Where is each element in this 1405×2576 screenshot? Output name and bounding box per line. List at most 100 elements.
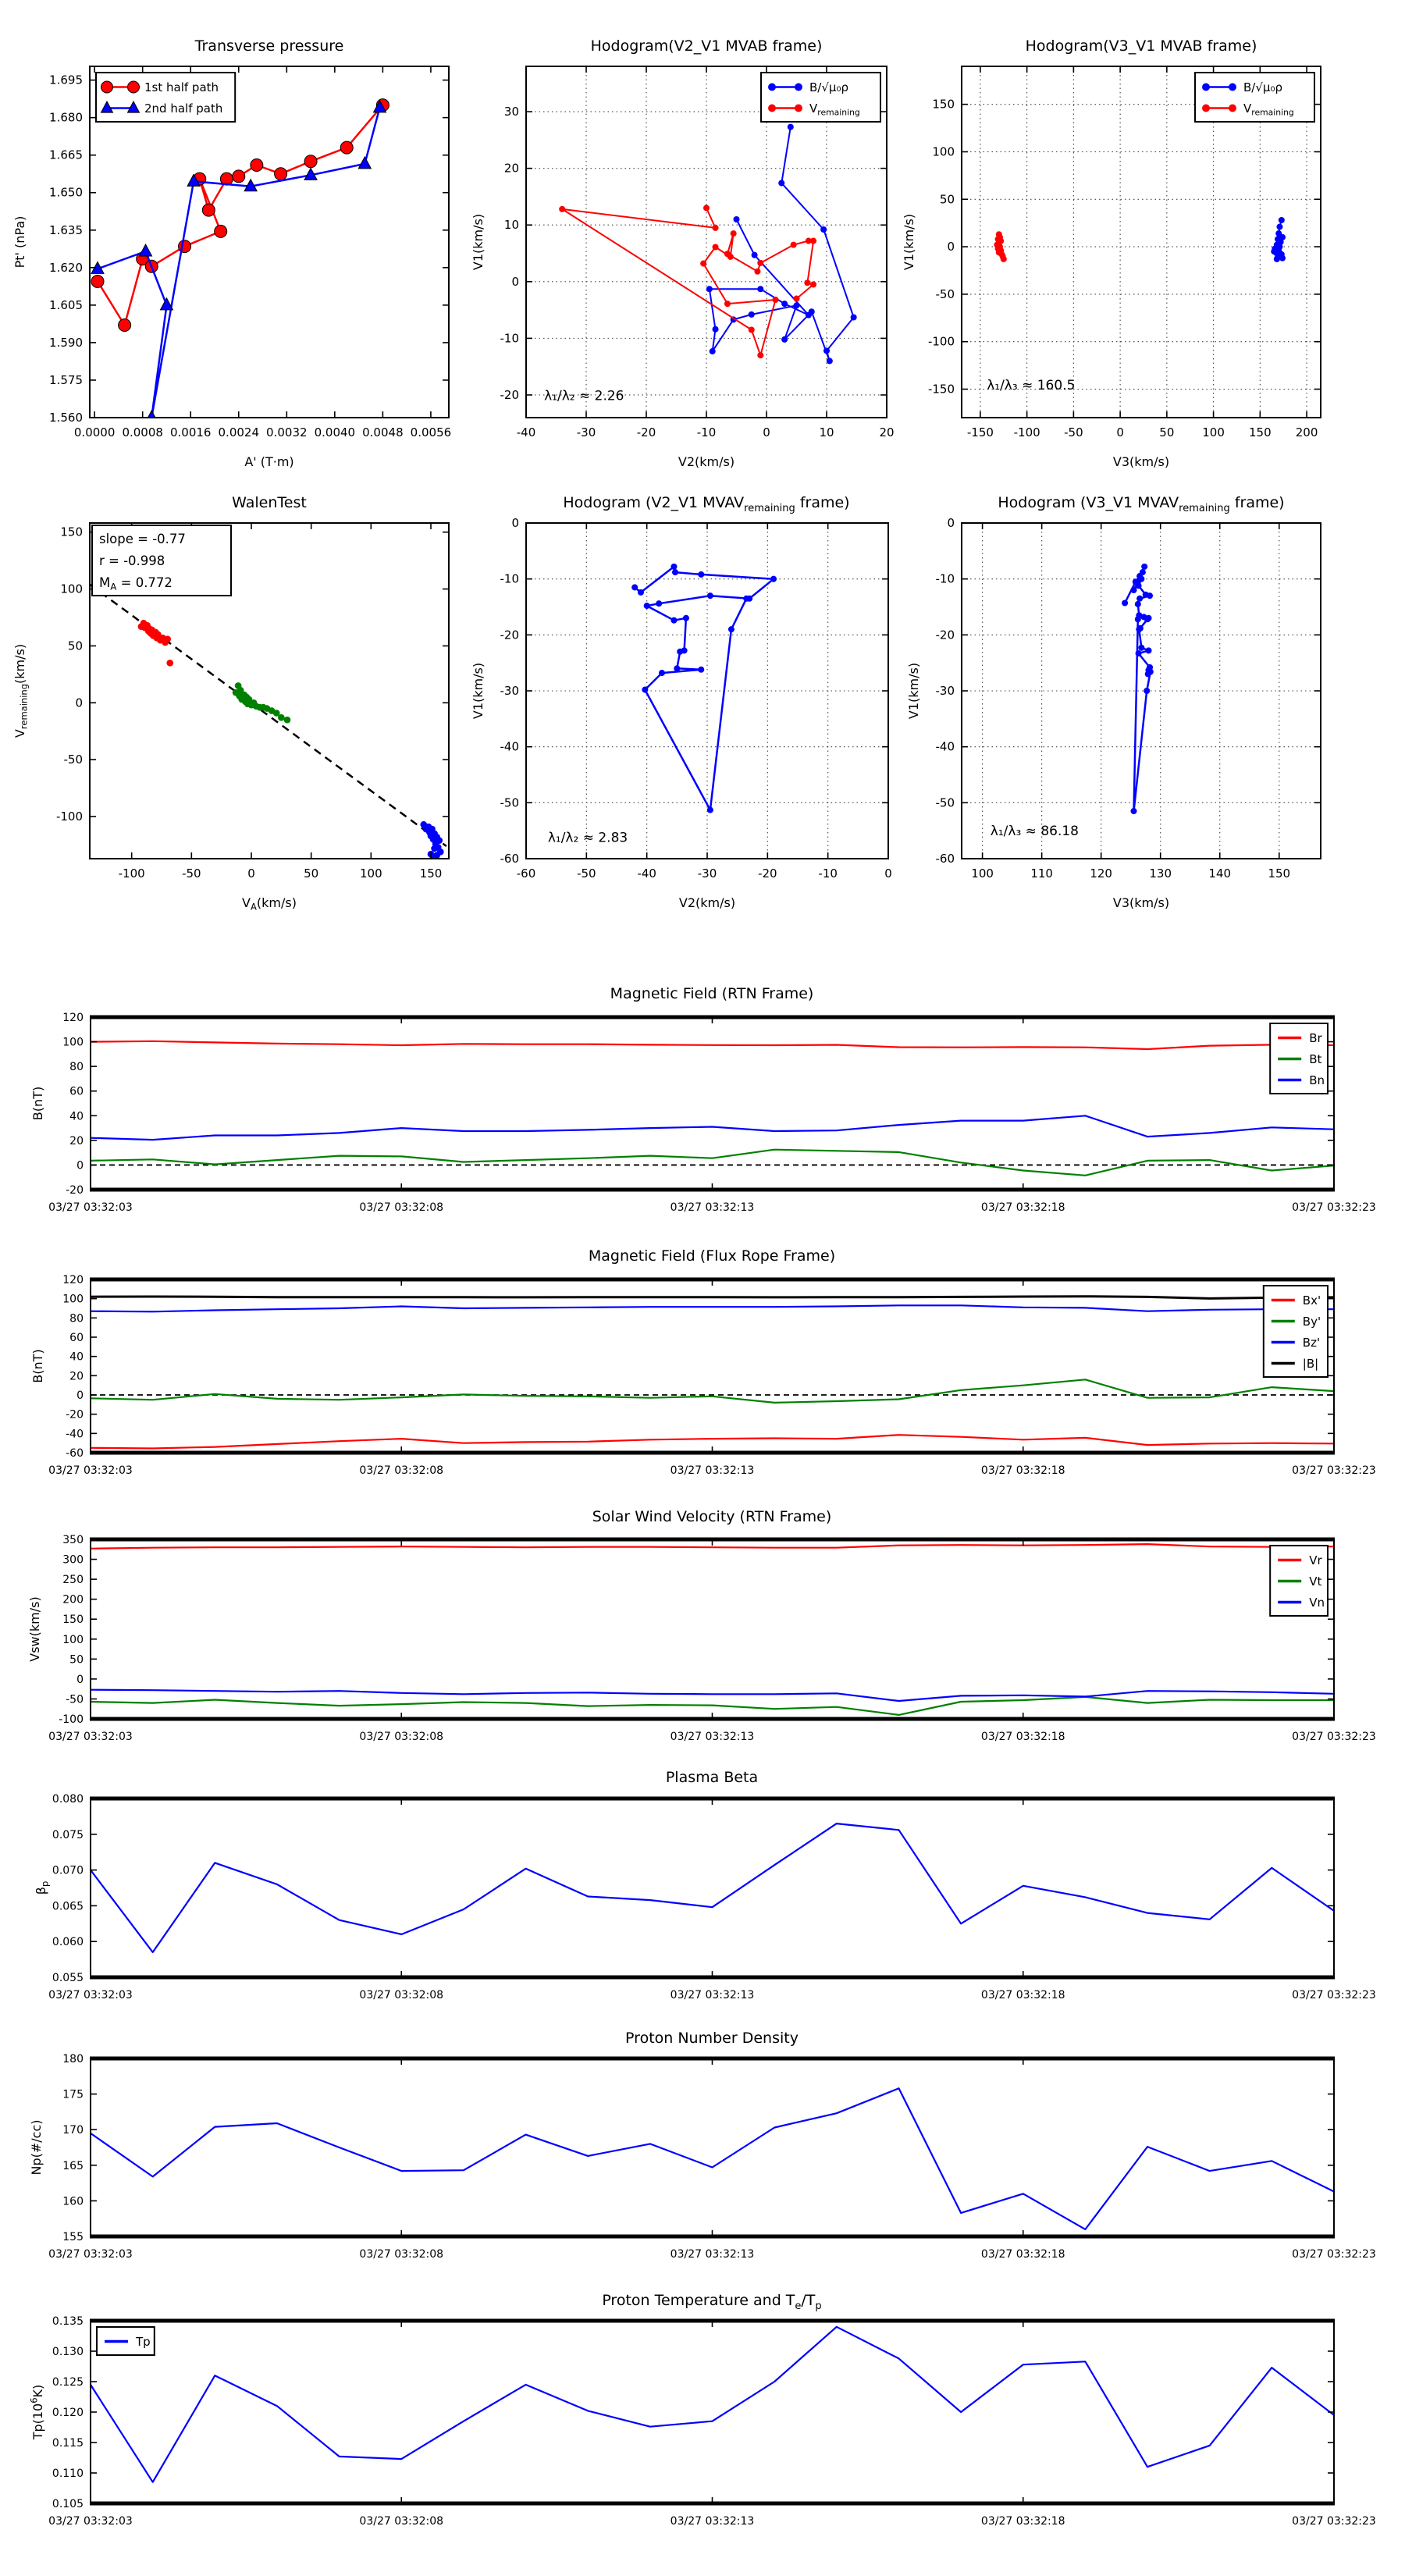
x-tick-label: 0.0008 (122, 425, 163, 439)
marker-dot (702, 205, 710, 212)
marker-dot (1145, 647, 1152, 654)
y-axis-label: V1(km/s) (902, 214, 916, 270)
x-tick-label: 0.0016 (170, 425, 212, 439)
y-tick-label: 350 (62, 1534, 84, 1546)
y-tick-label: -40 (66, 1428, 84, 1440)
y-tick-label: 120 (62, 1012, 84, 1024)
marker-dot (823, 347, 831, 354)
marker-dot (709, 348, 716, 355)
marker-circle (304, 155, 318, 169)
marker-dot (793, 295, 800, 302)
marker-dot (631, 584, 638, 591)
x-tick-label: 03/27 03:32:23 (1292, 1201, 1376, 1214)
y-axis-label: Pt' (nPa) (12, 216, 27, 269)
y-tick-label: 50 (69, 1653, 84, 1666)
marker-dot (682, 614, 689, 621)
marker-dot (272, 710, 280, 717)
y-tick-label: 80 (69, 1061, 84, 1073)
ticks: 0.0000 0.0008 0.0016 0.0024 0.0032 0.0040 0.00… (49, 66, 451, 439)
y-tick-label: 170 (62, 2124, 84, 2137)
marker-dot (1136, 595, 1144, 602)
marker-dot (826, 358, 833, 365)
axes-frame (89, 522, 450, 859)
y-tick-label: -10 (500, 572, 520, 586)
marker-dot (658, 670, 666, 677)
marker-dot (671, 569, 679, 576)
marker-dot (155, 631, 162, 639)
x-tick-label: 03/27 03:32:03 (48, 1201, 133, 1214)
panel-hodogram-v2v1-mvav: -60 -50 -40 -30 -20 -10 0 -60 -50 -40 -30 -20 -10 0 V2… (471, 516, 892, 910)
marker-dot (674, 665, 681, 672)
stats-line: r = -0.998 (99, 553, 165, 568)
y-tick-label: -20 (500, 388, 520, 402)
y-tick-label: -30 (936, 684, 955, 698)
legend: B/√μ₀ρ Vremaining (760, 72, 881, 123)
marker-dot (724, 251, 731, 258)
legend: Bx' By' Bz' |B| (1262, 1285, 1329, 1378)
y-tick-label: 0.105 (52, 2498, 84, 2510)
legend-label: 2nd half path (144, 101, 222, 116)
marker-dot (698, 571, 705, 578)
marker-dot (772, 297, 779, 304)
marker-dot (1141, 563, 1148, 570)
legend-label: Vremaining (1243, 101, 1294, 117)
x-axis-label: VA(km/s) (242, 895, 297, 913)
y-tick-label: 0.135 (52, 2315, 84, 2328)
x-tick-label: 20 (879, 425, 894, 439)
ticks: 100 110 120 130 140 150 -60 -50 -40 -30 -20 -10 0 (936, 516, 1321, 881)
axes-frame (89, 66, 450, 418)
x-tick-label: -40 (637, 866, 656, 881)
marker-dot (781, 336, 788, 343)
y-tick-label: -150 (928, 382, 955, 397)
marker-circle (101, 80, 113, 94)
x-tick-label: 0.0056 (411, 425, 452, 439)
y-tick-label: 10 (504, 218, 519, 232)
marker-dot (733, 215, 740, 222)
marker-dot (757, 259, 764, 266)
axes-frame (90, 1798, 1335, 1978)
y-tick-label: 150 (60, 525, 83, 539)
y-tick-label: 0.130 (52, 2346, 84, 2358)
x-tick-label: 0.0032 (266, 425, 308, 439)
grid (525, 522, 889, 859)
marker-dot (670, 617, 678, 624)
marker-dot (768, 104, 776, 112)
marker-dot (245, 696, 253, 703)
marker-dot (559, 205, 566, 212)
x-tick-label: -50 (577, 866, 596, 881)
y-tick-label: 0.065 (52, 1900, 84, 1912)
marker-dot (804, 279, 811, 286)
y-axis-label: B(nT) (30, 1087, 45, 1120)
x-axis-label: V3(km/s) (1113, 454, 1169, 469)
marker-dot (1130, 586, 1137, 594)
y-tick-label: 40 (69, 1110, 84, 1123)
y-tick-label: 1.650 (49, 186, 83, 200)
panel-title-hodogram-v3v1-mvab: Hodogram(V3_V1 MVAB frame) (1025, 37, 1257, 55)
series-Br (91, 1040, 1334, 1051)
legend-label: Bz' (1303, 1336, 1320, 1350)
legend-label: Vn (1309, 1596, 1325, 1610)
y-tick-label: -20 (66, 1184, 84, 1197)
x-tick-label: 03/27 03:32:03 (48, 1731, 133, 1743)
series-By' (91, 1379, 1334, 1404)
marker-circle (274, 167, 288, 181)
x-tick-label: 0.0048 (362, 425, 404, 439)
x-tick-label: 03/27 03:32:23 (1292, 1989, 1376, 2001)
y-tick-label: 1.575 (49, 373, 83, 387)
marker-circle (127, 80, 140, 94)
marker-circle (340, 141, 354, 155)
x-tick-label: 03/27 03:32:13 (670, 1464, 755, 1477)
marker-dot (237, 686, 244, 694)
y-axis-label: V1(km/s) (471, 214, 486, 270)
x-tick-label: 03/27 03:32:23 (1292, 1464, 1376, 1477)
legend: B/√μ₀ρ Vremaining (1194, 72, 1315, 123)
legend-label: Vt (1309, 1574, 1321, 1589)
y-axis-label: Np(#/cc) (29, 2120, 44, 2176)
x-tick-label: 03/27 03:32:13 (670, 1201, 755, 1214)
marker-dot (1202, 104, 1210, 112)
marker-dot (795, 83, 802, 91)
marker-dot (748, 311, 755, 318)
x-tick-label: 200 (1296, 425, 1318, 439)
legend-label: |B| (1303, 1357, 1318, 1371)
series-group (91, 2087, 1334, 2230)
